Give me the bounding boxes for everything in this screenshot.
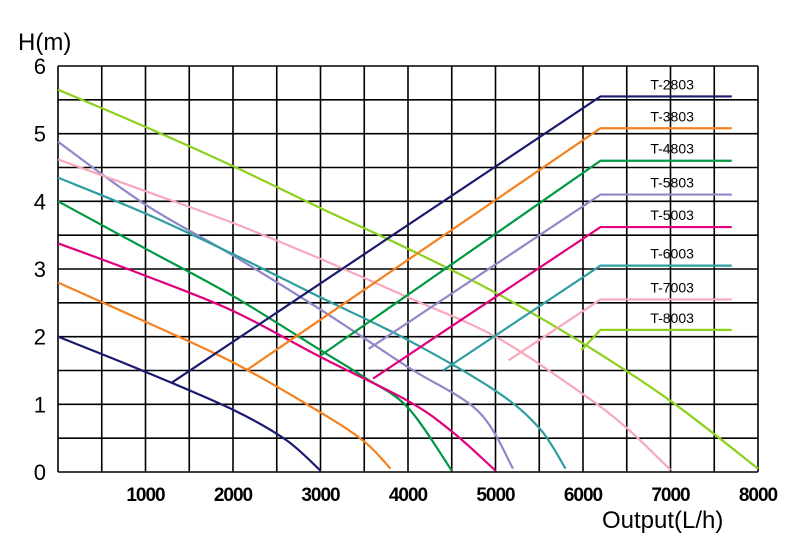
legend-label-t-5803: T-5803 [650, 175, 694, 191]
curve-t-8003 [57, 88, 759, 470]
x-axis-title: Output(L/h) [602, 507, 723, 534]
legend: T-2803 T-3803 T-4803 T-5803 T-5003 T-6003 T-70… [650, 76, 694, 325]
curve-t-2803 [57, 335, 322, 472]
x-tick-label: 1000 [126, 485, 165, 506]
x-tick-label: 8000 [739, 485, 778, 506]
leader-line-t-8003 [580, 328, 732, 351]
curve-t-3803 [57, 281, 392, 470]
leader-line-t-2803 [171, 95, 732, 384]
x-tick-label: 7000 [651, 485, 690, 506]
y-tick-label: 1 [34, 392, 46, 417]
y-tick-label: 6 [34, 54, 46, 79]
curve-t-6003 [57, 176, 567, 470]
curve-t-7003 [57, 158, 672, 471]
legend-label-t-6003: T-6003 [650, 246, 694, 262]
grid [57, 65, 759, 473]
leader-line-t-7003 [508, 298, 732, 362]
y-tick-label: 0 [34, 460, 46, 485]
y-tick-label: 2 [34, 325, 46, 350]
leader-line-t-6003 [442, 264, 732, 372]
x-tick-label: 5000 [476, 485, 515, 506]
y-tick-label: 5 [34, 122, 46, 147]
legend-leader-lines [171, 95, 732, 384]
legend-label-t-3803: T-3803 [650, 108, 694, 124]
legend-label-t-4803: T-4803 [650, 141, 694, 157]
x-tick-label: 2000 [214, 485, 253, 506]
x-tick-labels: 1000 2000 3000 4000 5000 6000 7000 8000 [126, 485, 778, 506]
leader-line-t-3803 [245, 127, 732, 372]
legend-label-t-7003: T-7003 [650, 279, 694, 295]
y-tick-labels: 0 1 2 3 4 5 6 [34, 54, 46, 485]
curve-t-4803 [57, 200, 453, 472]
x-tick-label: 6000 [564, 485, 603, 506]
legend-label-t-5003: T-5003 [650, 207, 694, 223]
performance-curves [57, 88, 759, 472]
curve-t-5003 [57, 242, 497, 472]
x-tick-label: 4000 [389, 485, 428, 506]
y-tick-label: 3 [34, 257, 46, 282]
legend-label-t-8003: T-8003 [650, 310, 694, 326]
leader-line-t-5003 [372, 225, 732, 380]
curve-t-5803 [57, 140, 514, 470]
legend-label-t-2803: T-2803 [650, 76, 694, 92]
leader-line-t-4803 [319, 159, 732, 357]
x-tick-label: 3000 [301, 485, 340, 506]
y-tick-label: 4 [34, 189, 46, 214]
leader-line-t-5803 [368, 193, 732, 350]
y-axis-title: H(m) [18, 29, 71, 56]
